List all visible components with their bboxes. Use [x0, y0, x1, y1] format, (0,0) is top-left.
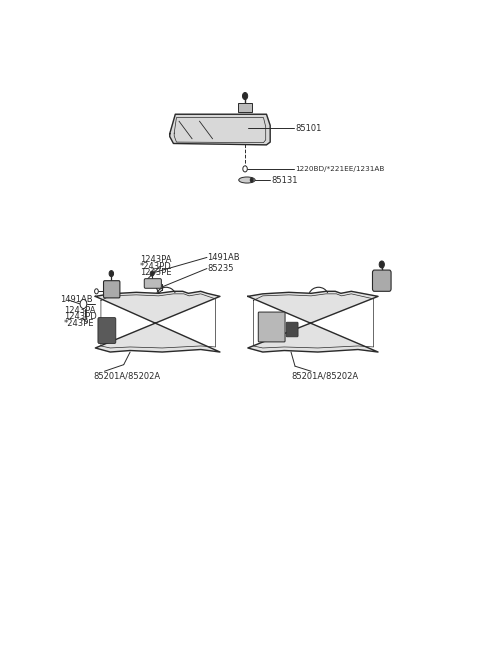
- Circle shape: [80, 300, 87, 309]
- Text: 85201A/85202A: 85201A/85202A: [94, 372, 161, 381]
- Text: 85201A/85202A: 85201A/85202A: [291, 372, 358, 381]
- Bar: [239, 103, 252, 112]
- Text: 1491AB: 1491AB: [60, 296, 93, 304]
- Circle shape: [242, 93, 248, 100]
- Text: 85101: 85101: [295, 124, 322, 133]
- FancyBboxPatch shape: [104, 281, 120, 298]
- Text: 1243PA: 1243PA: [140, 255, 171, 264]
- Polygon shape: [248, 291, 378, 352]
- FancyBboxPatch shape: [258, 312, 285, 342]
- FancyBboxPatch shape: [372, 270, 391, 291]
- Circle shape: [109, 271, 114, 277]
- Text: *243PE: *243PE: [64, 319, 94, 328]
- Text: 1243PD: 1243PD: [64, 312, 96, 321]
- Text: 1243PE: 1243PE: [140, 268, 171, 277]
- FancyBboxPatch shape: [144, 279, 161, 288]
- Circle shape: [250, 178, 253, 182]
- Text: 1220BD/*221EE/1231AB: 1220BD/*221EE/1231AB: [295, 166, 384, 172]
- Circle shape: [95, 289, 98, 294]
- FancyBboxPatch shape: [98, 317, 116, 344]
- Circle shape: [150, 271, 154, 276]
- FancyBboxPatch shape: [286, 322, 298, 337]
- Text: *243PD: *243PD: [140, 261, 172, 271]
- Ellipse shape: [239, 177, 255, 183]
- Text: 85235: 85235: [207, 264, 234, 273]
- Polygon shape: [170, 114, 270, 145]
- Text: 1243PA: 1243PA: [64, 306, 95, 315]
- Text: 1491AB: 1491AB: [207, 253, 240, 262]
- Polygon shape: [96, 291, 220, 352]
- Text: 85131: 85131: [271, 175, 298, 185]
- Circle shape: [243, 166, 247, 172]
- Circle shape: [379, 261, 384, 268]
